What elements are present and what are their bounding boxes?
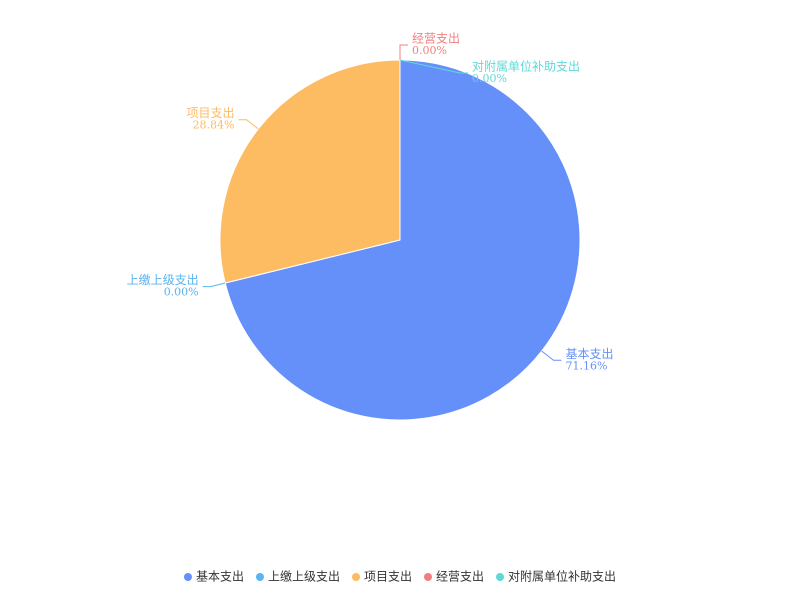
- slice-value-label: 0.00%: [412, 44, 447, 57]
- legend-marker: [496, 573, 505, 581]
- slice-label: 经营支出: [412, 32, 460, 46]
- label-line: [399, 59, 468, 74]
- label-line: [399, 44, 408, 60]
- label-line: [238, 119, 259, 130]
- slice-label: 上缴上级支出: [127, 272, 199, 287]
- legend-label: 上缴上级支出: [268, 569, 340, 584]
- legend-marker: [424, 573, 433, 581]
- legend-marker: [351, 573, 360, 581]
- label-line: [202, 282, 226, 288]
- slice-label: 基本支出: [565, 347, 613, 361]
- label-line: [541, 350, 562, 361]
- legend-label: 对附属单位补助支出: [508, 569, 616, 584]
- legend-label: 项目支出: [364, 570, 412, 584]
- slice-label: 项目支出: [187, 106, 235, 120]
- legend-marker: [183, 573, 192, 581]
- legend-marker: [255, 573, 264, 581]
- legend: 基本支出 上缴上级支出 项目支出 经营支出 对附属单位补助支出: [183, 569, 616, 584]
- slice-value-label: 0.00%: [164, 286, 199, 299]
- slice-value-label: 28.84%: [193, 119, 235, 132]
- legend-label: 基本支出: [196, 570, 244, 584]
- pie-slice: [219, 59, 401, 284]
- slice-value-label: 0.00%: [472, 72, 507, 85]
- slice-label: 对附属单位补助支出: [472, 59, 580, 74]
- slice-value-label: 71.16%: [565, 359, 607, 372]
- legend-label: 经营支出: [436, 570, 484, 584]
